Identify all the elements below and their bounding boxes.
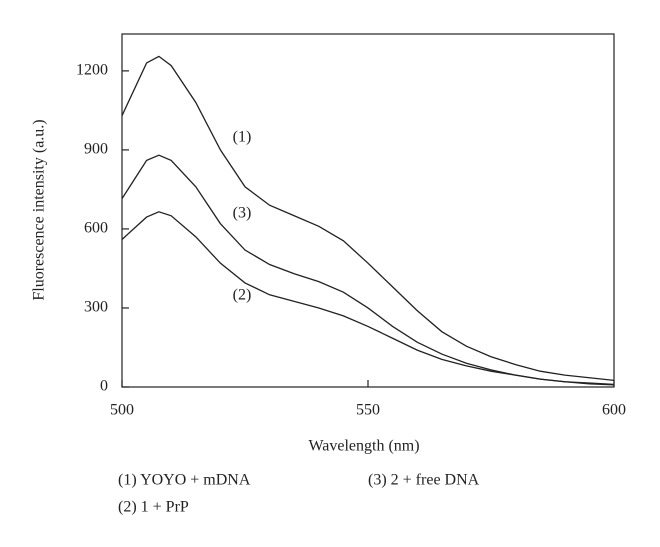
caption: (1) YOYO + mDNA — [118, 472, 251, 489]
y-tick-label: 0 — [100, 378, 108, 395]
y-tick-label: 1200 — [76, 62, 108, 79]
series-line — [121, 55, 615, 382]
x-axis-label: Wavelength (nm) — [308, 438, 419, 455]
x-tick-label: 550 — [356, 402, 380, 419]
series-line — [121, 154, 615, 386]
y-tick-label: 900 — [84, 141, 108, 158]
plot-frame — [121, 33, 615, 388]
x-tick-label: 600 — [602, 402, 626, 419]
x-tick-label: 500 — [110, 402, 134, 419]
caption: (3) 2 + free DNA — [368, 472, 480, 489]
series-label: (1) — [233, 129, 252, 146]
series-label: (3) — [233, 205, 252, 222]
y-tick-label: 300 — [84, 299, 108, 316]
y-tick-label: 600 — [84, 220, 108, 237]
series-label: (2) — [233, 287, 252, 304]
caption: (2) 1 + PrP — [118, 499, 189, 516]
series-line — [121, 211, 615, 386]
y-axis-label: Fluorescence intensity (a.u.) — [31, 119, 48, 300]
